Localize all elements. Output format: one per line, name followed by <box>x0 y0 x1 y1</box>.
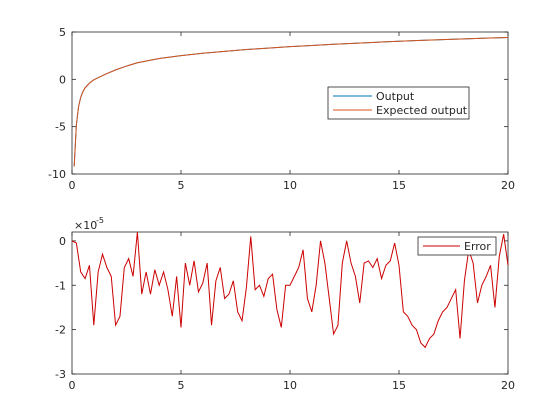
top-y-tick-label: 0 <box>59 73 66 86</box>
top-axes: 0 5 10 15 20 -10 -5 0 5 Output Expected output <box>48 26 515 192</box>
series-line-error <box>71 231 509 349</box>
bottom-x-tick-label: 10 <box>283 379 297 392</box>
top-axes-ticks: 0 5 10 15 20 -10 -5 0 5 <box>48 26 515 192</box>
bottom-y-tick-label: -1 <box>55 279 66 292</box>
bottom-y-tick-label: 0 <box>59 235 66 248</box>
y-exponent-power: -5 <box>96 216 104 225</box>
legend-label-expected-output: Expected output <box>376 104 468 117</box>
bottom-legend: Error <box>417 236 497 256</box>
bottom-y-tick-label: -3 <box>55 368 66 381</box>
y-exponent-base: ×10 <box>74 219 97 232</box>
bottom-axes-series <box>71 231 509 349</box>
top-legend: Output Expected output <box>327 86 470 120</box>
bottom-axes: 0 5 10 15 20 -3 -2 -1 0 ×10 -5 Error <box>55 216 515 392</box>
bottom-x-tick-label: 15 <box>392 379 406 392</box>
top-y-tick-label: -10 <box>48 168 66 181</box>
legend-label-output: Output <box>376 90 415 103</box>
bottom-axes-ticks: 0 5 10 15 20 -3 -2 -1 0 <box>55 232 515 392</box>
top-axes-series <box>73 36 509 167</box>
bottom-x-tick-label: 0 <box>69 379 76 392</box>
series-line-expected-output <box>73 36 509 167</box>
top-x-tick-label: 5 <box>178 179 185 192</box>
top-y-tick-label: -5 <box>55 121 66 134</box>
bottom-x-tick-label: 5 <box>178 379 185 392</box>
top-x-tick-label: 10 <box>283 179 297 192</box>
bottom-x-tick-label: 20 <box>501 379 515 392</box>
legend-label-error: Error <box>464 240 491 253</box>
bottom-y-tick-label: -2 <box>55 324 66 337</box>
top-y-tick-label: 5 <box>59 26 66 39</box>
top-legend-box <box>327 86 470 120</box>
top-x-tick-label: 0 <box>69 179 76 192</box>
top-x-tick-label: 20 <box>501 179 515 192</box>
top-x-tick-label: 15 <box>392 179 406 192</box>
